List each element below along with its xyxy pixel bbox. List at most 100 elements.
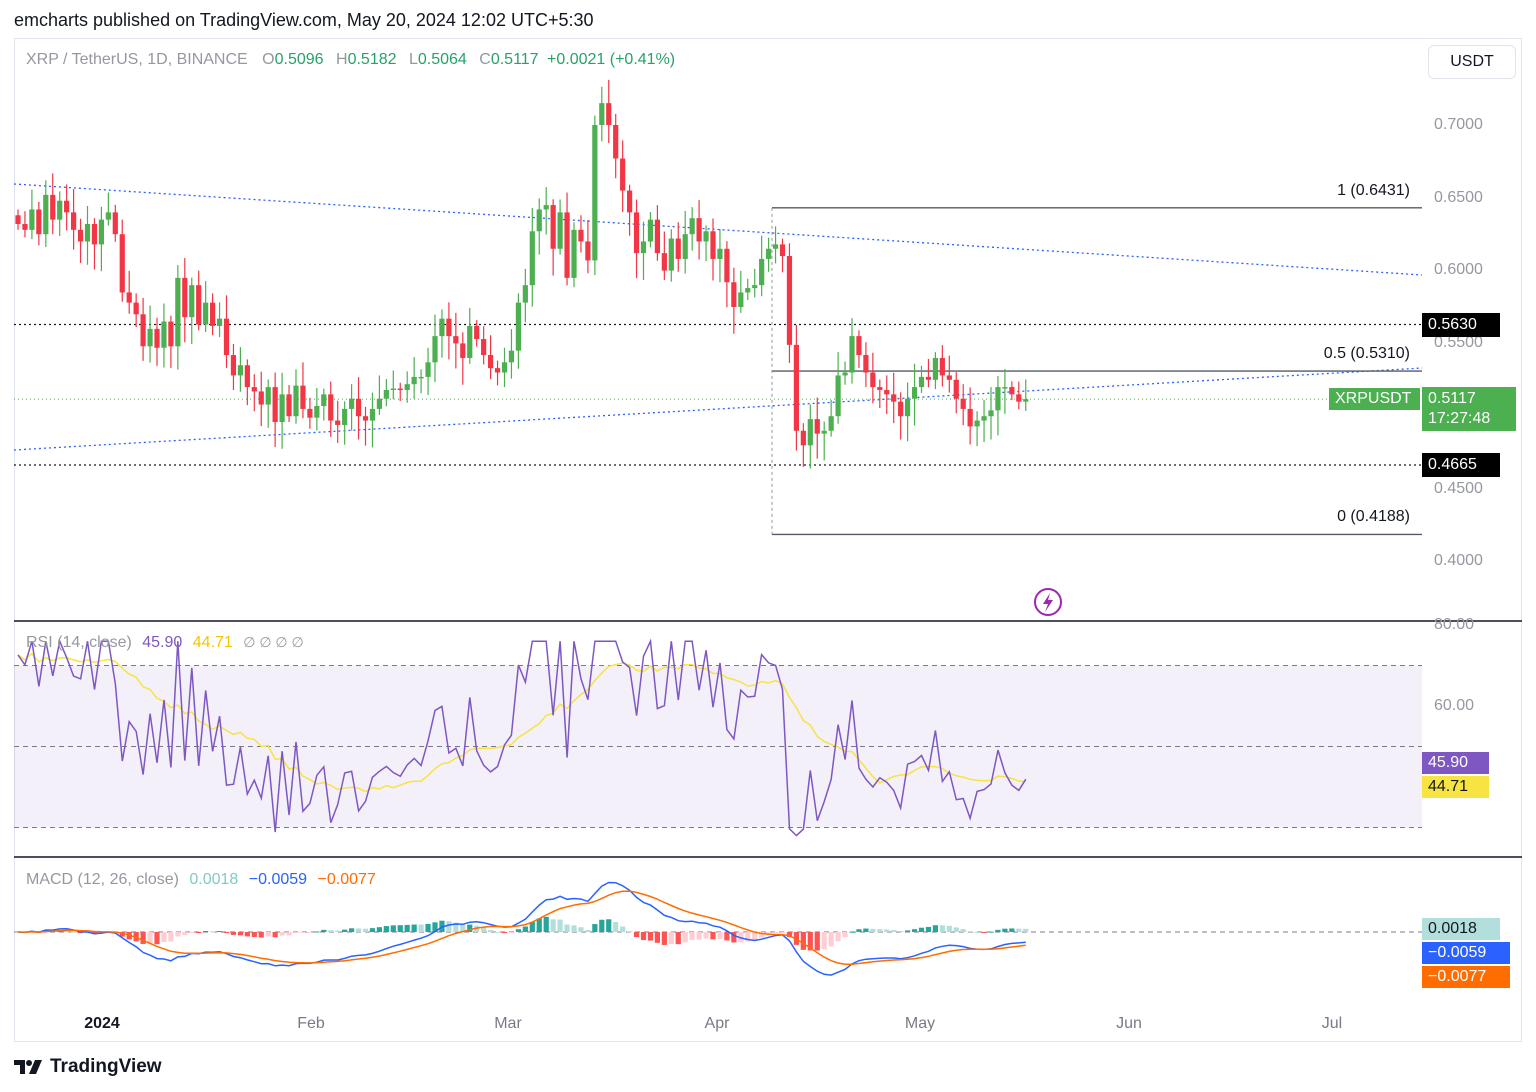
- candle-body: [57, 200, 63, 220]
- rsi-legend: RSI (14, close) 45.90 44.71 ∅ ∅ ∅ ∅: [26, 634, 304, 652]
- candle-body: [474, 325, 480, 340]
- macd-line: [17, 881, 1026, 976]
- candle-body: [821, 430, 827, 434]
- candle-body: [203, 302, 209, 325]
- candle-body: [481, 339, 487, 356]
- candle-body: [362, 416, 369, 421]
- candle-body: [995, 387, 1001, 411]
- candle-body: [675, 238, 681, 259]
- macd-histogram-bar: [328, 930, 334, 932]
- macd-histogram-bar: [376, 927, 382, 932]
- candle-body: [578, 229, 584, 242]
- candle-body: [786, 256, 793, 345]
- candle-body: [467, 325, 473, 358]
- macd-signal-value: −0.0077: [317, 871, 376, 888]
- macd-histogram-bar: [724, 932, 730, 941]
- macd-histogram-bar: [898, 931, 904, 933]
- candle-body: [654, 219, 660, 254]
- macd-histogram-bar: [932, 925, 938, 932]
- candle-body: [703, 231, 709, 242]
- candle-body: [251, 387, 257, 392]
- candle-body: [50, 194, 56, 220]
- macd-histogram-bar: [196, 932, 202, 933]
- candle-body: [272, 387, 278, 423]
- rsi-value-tag: 45.90: [1422, 752, 1489, 774]
- macd-histogram-bar: [1009, 928, 1015, 932]
- macd-hist-tag: 0.0018: [1422, 918, 1500, 940]
- macd-histogram-bar: [870, 928, 876, 932]
- macd-histogram-bar: [154, 932, 160, 945]
- candle-body: [564, 212, 570, 278]
- macd-histogram-bar: [446, 921, 452, 932]
- candle-body: [439, 318, 445, 337]
- macd-histogram-bar: [807, 932, 813, 951]
- candle-body: [397, 388, 403, 391]
- symbol-title[interactable]: XRP / TetherUS, 1D, BINANCE: [26, 51, 248, 68]
- currency-button[interactable]: USDT: [1428, 45, 1516, 79]
- candle-body: [779, 244, 786, 257]
- macd-histogram-bar: [488, 929, 494, 932]
- tradingview-logo[interactable]: TradingView: [14, 1056, 162, 1078]
- candle-body: [529, 231, 535, 286]
- bar-countdown: 17:27:48: [1428, 410, 1491, 427]
- macd-histogram-bar: [411, 924, 417, 932]
- candle-body: [29, 209, 35, 230]
- macd-histogram-bar: [237, 932, 243, 936]
- price-tick: 0.6000: [1434, 261, 1483, 278]
- macd-histogram-bar: [668, 932, 674, 944]
- candle-body: [1002, 387, 1008, 389]
- candle-body: [390, 388, 396, 391]
- candle-body: [891, 394, 897, 402]
- macd-histogram-bar: [960, 929, 966, 932]
- macd-histogram-bar: [606, 919, 612, 932]
- macd-histogram-bar: [390, 925, 396, 932]
- candle-body: [355, 398, 362, 417]
- macd-histogram-bar: [293, 932, 299, 934]
- macd-histogram-bar: [627, 931, 633, 933]
- macd-histogram-bar: [425, 923, 431, 932]
- candle-body: [307, 408, 313, 418]
- candle-body: [585, 241, 591, 261]
- candle-body: [105, 212, 111, 220]
- candle-body: [182, 277, 188, 318]
- candle-body: [557, 212, 563, 249]
- candle-body: [800, 430, 806, 446]
- candle-body: [328, 394, 334, 421]
- macd-histogram-bar: [640, 932, 647, 941]
- candle-body: [126, 292, 132, 303]
- macd-histogram-bar: [1023, 928, 1029, 932]
- fib-level-1-label: 1 (0.6431): [1337, 182, 1410, 199]
- macd-histogram-bar: [536, 918, 542, 932]
- macd-histogram-bar: [592, 924, 598, 932]
- candle-body: [147, 328, 153, 347]
- candle-body: [731, 282, 737, 307]
- macd-histogram-bar: [140, 932, 146, 944]
- macd-hist-value: 0.0018: [189, 871, 239, 888]
- candle-body: [849, 336, 855, 373]
- macd-histogram-bar: [119, 932, 125, 937]
- rsi-label[interactable]: RSI (14, close): [26, 634, 132, 651]
- macd-legend: MACD (12, 26, close) 0.0018 −0.0059 −0.0…: [26, 871, 376, 889]
- macd-histogram-bar: [244, 932, 250, 937]
- candle-body: [988, 410, 994, 417]
- macd-histogram-bar: [821, 932, 827, 950]
- candle-body: [766, 248, 772, 259]
- candle-body: [265, 387, 271, 405]
- open-label: O: [262, 51, 275, 68]
- macd-label[interactable]: MACD (12, 26, close): [26, 871, 179, 888]
- macd-histogram-bar: [404, 924, 410, 932]
- candle-body: [1016, 394, 1022, 402]
- macd-histogram-bar: [349, 928, 355, 932]
- macd-line-tag: −0.0059: [1422, 942, 1510, 964]
- candle-body: [84, 224, 91, 242]
- candle-body: [321, 394, 327, 407]
- candle-body: [981, 416, 987, 421]
- macd-histogram-bar: [432, 922, 438, 932]
- candle-body: [244, 365, 250, 388]
- macd-histogram-bar: [682, 932, 688, 943]
- macd-histogram-bar: [147, 932, 153, 944]
- candle-body: [606, 103, 612, 125]
- macd-histogram-bar: [529, 921, 535, 932]
- candle-body: [279, 394, 285, 423]
